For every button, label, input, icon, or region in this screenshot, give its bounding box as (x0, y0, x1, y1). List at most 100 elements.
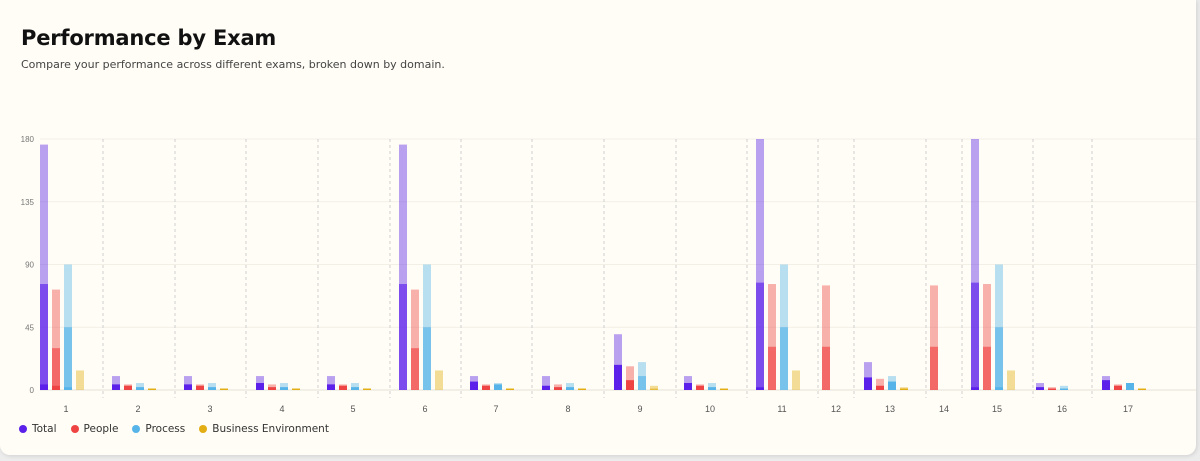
x-tick-label: 17 (1123, 404, 1133, 414)
bar-max (930, 285, 938, 390)
bar-value (256, 383, 264, 390)
bar-value (684, 383, 692, 390)
legend-item[interactable]: Total (19, 423, 57, 435)
bar-value (566, 387, 574, 390)
bar-max (435, 370, 443, 390)
bar-value (470, 381, 478, 390)
bar-mid (995, 327, 1003, 390)
bar-max (280, 383, 288, 390)
legend-swatch (132, 425, 141, 433)
bar-value (64, 387, 72, 390)
y-tick-label: 135 (21, 198, 35, 207)
bar-value (268, 387, 276, 390)
bar-max (52, 289, 60, 390)
bar-mid (780, 327, 788, 390)
bar-value (756, 387, 764, 390)
bar-max (971, 139, 979, 390)
page-title: Performance by Exam (21, 26, 277, 50)
bar-max (184, 376, 192, 390)
bar-max (351, 383, 359, 390)
x-tick-label: 3 (207, 404, 212, 414)
bar-value (971, 387, 979, 390)
bar-value (208, 387, 216, 390)
bar-mid (930, 346, 938, 390)
bar-value (351, 387, 359, 390)
bar-max (792, 370, 800, 390)
bar-max (136, 383, 144, 390)
bar-value (864, 377, 872, 390)
bar-max (40, 144, 48, 390)
bar-mid (971, 282, 979, 390)
bar-value (578, 388, 586, 390)
y-tick-label: 45 (25, 323, 34, 332)
x-tick-label: 8 (565, 404, 570, 414)
bar-max (399, 144, 407, 390)
bar-mid (768, 346, 776, 390)
bar-value (1114, 385, 1122, 390)
x-tick-label: 4 (279, 404, 284, 414)
x-tick-label: 15 (992, 404, 1002, 414)
bar-max (542, 376, 550, 390)
legend-item[interactable]: Business Environment (199, 423, 329, 435)
y-tick-label: 180 (21, 135, 35, 144)
legend-label: People (83, 423, 119, 435)
x-tick-label: 11 (777, 404, 786, 414)
bar-value (888, 381, 896, 390)
bar-value (876, 385, 884, 390)
bar-max (822, 285, 830, 390)
bar-value (52, 385, 60, 390)
x-tick-label: 10 (705, 404, 715, 414)
bar-mid (64, 327, 72, 390)
bar-max (864, 362, 872, 390)
bar-value (708, 387, 716, 390)
bar-mid (423, 327, 431, 390)
bar-max (708, 383, 716, 390)
x-tick-label: 16 (1057, 404, 1067, 414)
legend-label: Total (32, 423, 57, 435)
bar-value (542, 385, 550, 390)
bar-value (482, 385, 490, 390)
bar-max (411, 289, 419, 390)
x-tick-label: 13 (885, 404, 895, 414)
bar-mid (399, 284, 407, 390)
x-tick-label: 7 (493, 404, 498, 414)
bar-mid (983, 346, 991, 390)
x-tick-label: 2 (135, 404, 140, 414)
bar-max (1036, 383, 1044, 390)
bar-value (554, 387, 562, 390)
legend-item[interactable]: Process (132, 423, 185, 435)
bar-value (292, 388, 300, 390)
bar-value (124, 385, 132, 390)
bar-max (1007, 370, 1015, 390)
bar-value (1138, 388, 1146, 390)
bar-mid (52, 348, 60, 390)
bar-value (148, 388, 156, 390)
bar-max (756, 139, 764, 390)
x-tick-label: 1 (63, 404, 68, 414)
x-tick-label: 6 (422, 404, 427, 414)
bar-value (327, 384, 335, 390)
bar-value (339, 385, 347, 390)
chart-legend: Total People Process Business Environment (19, 423, 329, 435)
y-tick-label: 90 (25, 261, 34, 270)
bar-mid (650, 388, 658, 390)
bar-max (566, 383, 574, 390)
bar-value (112, 384, 120, 390)
bar-max (626, 366, 634, 390)
x-tick-label: 12 (831, 404, 841, 414)
bar-mid (638, 376, 646, 390)
legend-item[interactable]: People (70, 423, 119, 435)
bar-value (40, 384, 48, 390)
bar-mid (822, 346, 830, 390)
bar-value (626, 380, 634, 390)
bar-mid (40, 284, 48, 390)
bar-value (1048, 388, 1056, 390)
y-tick-label: 0 (30, 386, 35, 395)
bar-max (1060, 385, 1068, 390)
bar-max (327, 376, 335, 390)
bar-max (876, 378, 884, 390)
x-tick-label: 5 (350, 404, 355, 414)
bar-max (614, 334, 622, 390)
bar-value (1060, 388, 1068, 390)
